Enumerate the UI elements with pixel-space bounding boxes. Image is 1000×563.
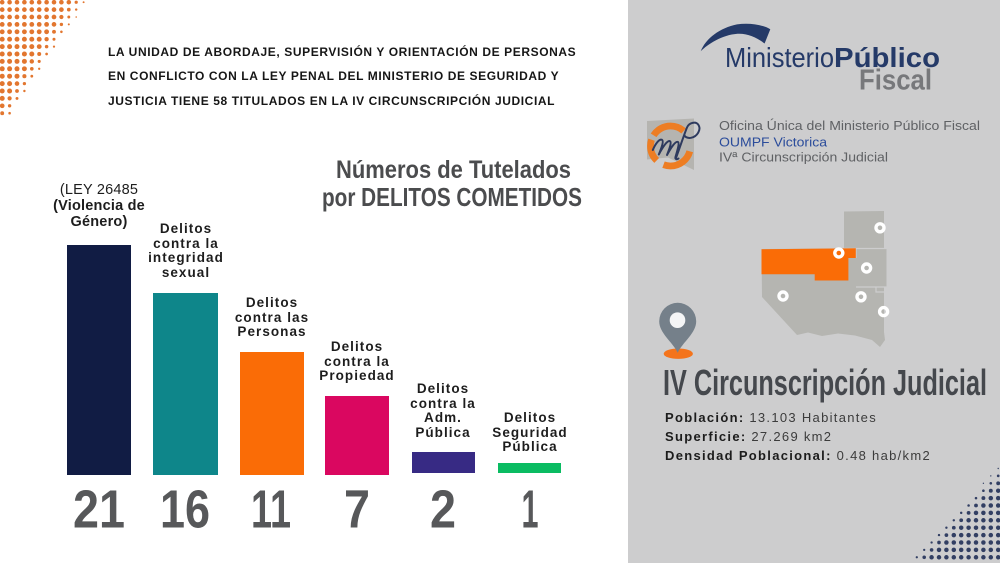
svg-text:IVª Circunscripción Judicial: IVª Circunscripción Judicial <box>719 150 888 165</box>
svg-text:16: 16 <box>160 481 210 540</box>
svg-text:Oficina Única del Ministerio P: Oficina Única del Ministerio Público Fis… <box>719 118 980 133</box>
svg-text:21: 21 <box>73 481 125 540</box>
svg-text:1: 1 <box>522 481 539 540</box>
svg-text:Números de Tutelados: Números de Tutelados <box>336 156 571 184</box>
svg-text:Fiscal: Fiscal <box>859 65 932 97</box>
svg-text:Ministerio: Ministerio <box>725 42 834 73</box>
svg-text:7: 7 <box>344 481 370 540</box>
svg-text:IV Circunscripción Judicial: IV Circunscripción Judicial <box>663 362 987 403</box>
svg-text:11: 11 <box>251 481 291 540</box>
svg-text:por DELITOS COMETIDOS: por DELITOS COMETIDOS <box>322 182 582 212</box>
svg-text:2: 2 <box>430 481 456 540</box>
svg-text:OUMPF Victorica: OUMPF Victorica <box>719 135 828 150</box>
svg-text:Público: Público <box>834 42 940 73</box>
